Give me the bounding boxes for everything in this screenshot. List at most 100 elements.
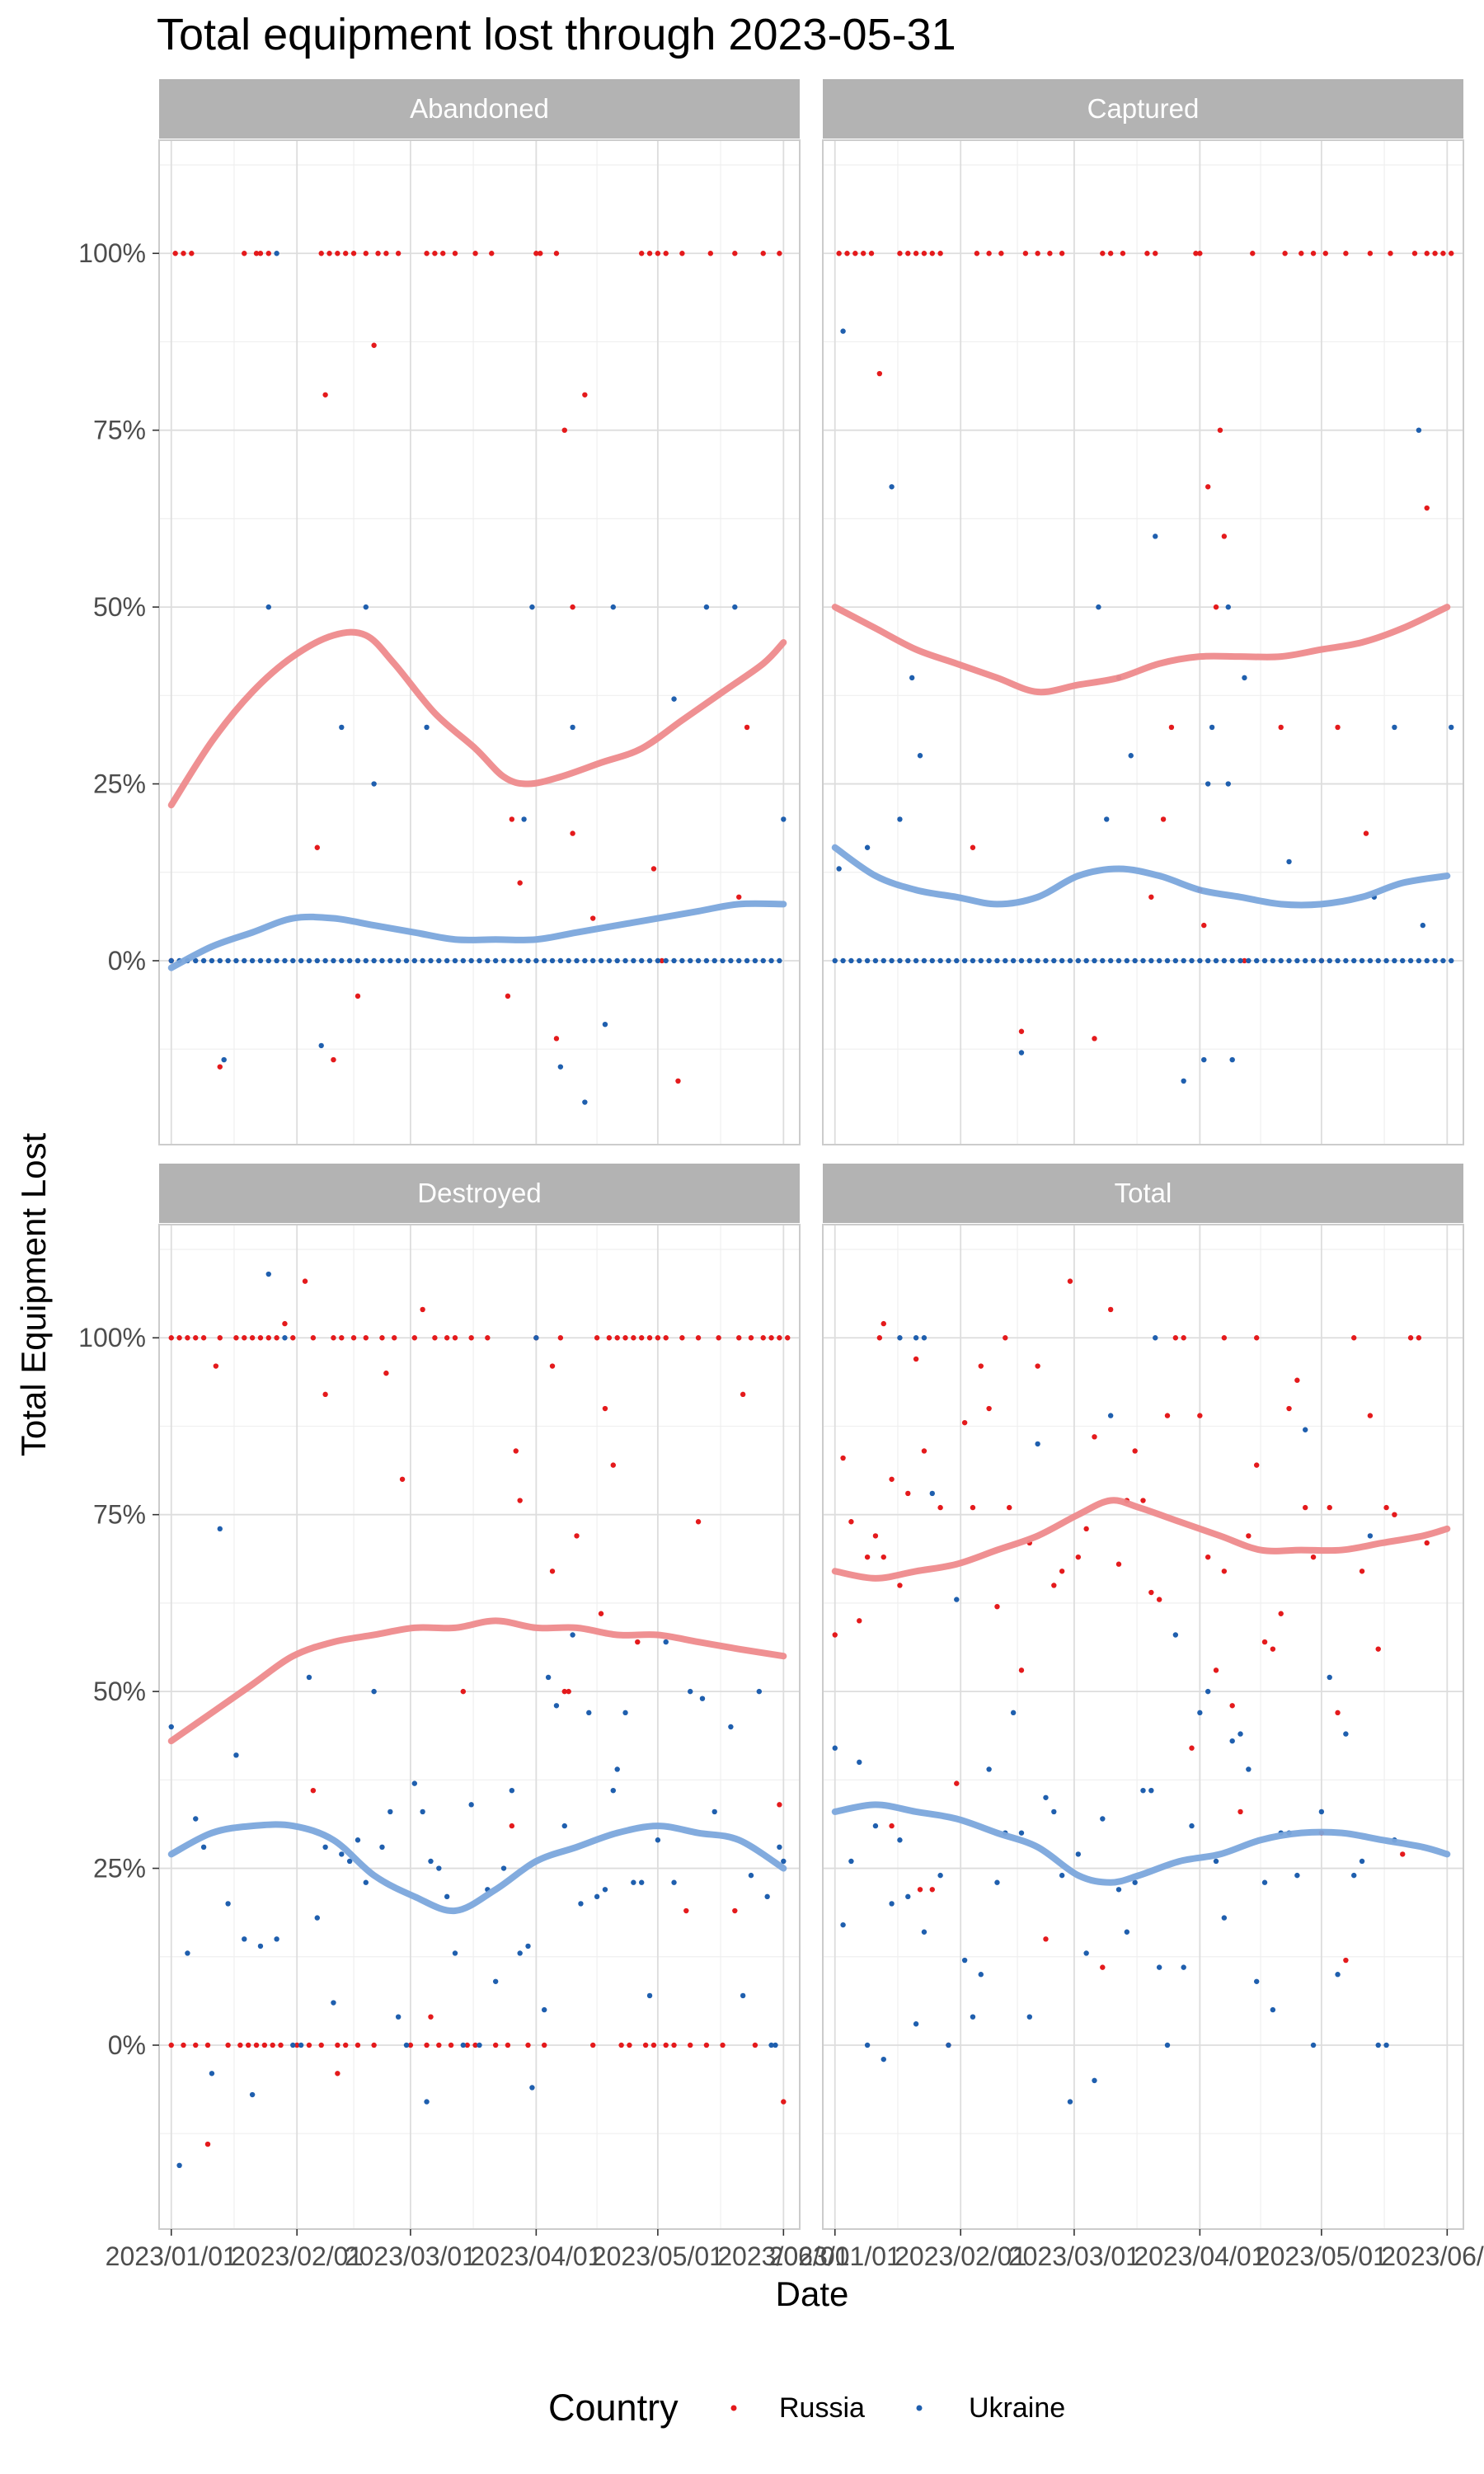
point-ukraine (1335, 1972, 1341, 1978)
point-ukraine (832, 957, 838, 964)
point-russia (1100, 251, 1106, 256)
point-ukraine (663, 957, 669, 964)
point-ukraine (840, 328, 846, 334)
point-ukraine (970, 2014, 976, 2020)
x-tick-label: 2023/02/01 (231, 2241, 363, 2271)
point-ukraine (460, 957, 467, 964)
point-ukraine (1225, 604, 1231, 610)
panel-border (158, 1224, 801, 2230)
point-russia (777, 1802, 782, 1808)
points-total (832, 1278, 1430, 2105)
point-russia (1168, 724, 1175, 731)
point-ukraine (1383, 957, 1389, 964)
point-ukraine (905, 957, 911, 964)
point-ukraine (994, 957, 1000, 964)
point-ukraine (545, 1674, 552, 1681)
point-ukraine (1026, 957, 1033, 964)
point-ukraine (1343, 1731, 1349, 1737)
point-russia (1181, 1335, 1186, 1341)
point-ukraine (339, 957, 345, 964)
point-ukraine (1092, 2077, 1097, 2084)
point-ukraine (970, 957, 976, 964)
point-ukraine (777, 957, 782, 964)
point-ukraine (978, 1972, 984, 1978)
point-ukraine (1124, 957, 1130, 964)
x-tick-label: 2023/01/01 (769, 2241, 901, 2271)
legend-russia-dot (730, 2405, 737, 2411)
point-russia (777, 1335, 782, 1341)
point-russia (1156, 1597, 1162, 1602)
point-russia (432, 251, 438, 256)
point-ukraine (781, 816, 787, 822)
point-russia (1107, 1306, 1114, 1313)
point-russia (265, 251, 271, 256)
point-russia (270, 2042, 275, 2048)
point-russia (732, 251, 738, 256)
point-russia (395, 251, 402, 256)
point-ukraine (1432, 957, 1438, 964)
legend-russia-label: Russia (779, 2392, 865, 2424)
points-abandoned (168, 251, 787, 1105)
point-russia (1132, 1448, 1138, 1454)
point-russia (375, 251, 381, 256)
point-ukraine (1043, 1794, 1049, 1800)
point-ukraine (740, 1992, 746, 1999)
panel-border (822, 1224, 1464, 2230)
x-tick-label: 2023/05/01 (592, 2241, 724, 2271)
point-ukraine (703, 957, 710, 964)
point-russia (1140, 1498, 1146, 1503)
point-ukraine (594, 1893, 600, 1900)
gridlines-abandoned (159, 140, 800, 1145)
point-russia (561, 1688, 567, 1695)
point-ukraine (428, 957, 434, 964)
point-ukraine (363, 604, 369, 610)
point-ukraine (736, 957, 742, 964)
point-ukraine (773, 2042, 778, 2048)
point-ukraine (671, 696, 677, 702)
point-ukraine (1026, 2014, 1033, 2020)
point-russia (533, 251, 539, 256)
point-russia (610, 1462, 616, 1468)
point-russia (1351, 1335, 1357, 1341)
point-ukraine (265, 1271, 271, 1277)
point-russia (306, 2042, 312, 2048)
point-russia (650, 866, 657, 872)
point-ukraine (1043, 957, 1049, 964)
point-russia (872, 1533, 879, 1539)
point-ukraine (1083, 1950, 1089, 1956)
point-ukraine (732, 604, 738, 610)
point-russia (663, 1335, 669, 1341)
point-russia (574, 1533, 580, 1539)
point-russia (1189, 1745, 1195, 1751)
point-ukraine (986, 957, 992, 964)
point-russia (1416, 1335, 1422, 1341)
point-ukraine (610, 604, 616, 610)
point-ukraine (1318, 957, 1325, 964)
point-ukraine (521, 816, 527, 822)
point-ukraine (1096, 604, 1101, 610)
point-russia (318, 251, 324, 256)
point-ukraine (872, 957, 879, 964)
point-russia (768, 1335, 774, 1341)
point-ukraine (1359, 957, 1365, 964)
chart-title: Total equipment lost through 2023-05-31 (157, 10, 956, 59)
point-ukraine (371, 957, 377, 964)
point-ukraine (1310, 957, 1317, 964)
point-russia (1411, 251, 1418, 256)
point-russia (986, 251, 992, 256)
point-russia (1237, 1808, 1243, 1815)
point-ukraine (840, 957, 846, 964)
point-russia (392, 1335, 397, 1341)
y-tick-label: 25% (93, 769, 146, 799)
point-russia (335, 2071, 340, 2077)
point-russia (998, 251, 1004, 256)
point-russia (679, 1335, 685, 1341)
point-russia (1035, 1363, 1040, 1369)
point-russia (736, 1335, 742, 1341)
point-ukraine (221, 1056, 227, 1063)
smooth-line-ukraine (831, 844, 1451, 909)
point-russia (752, 2042, 758, 2048)
legend: Country Russia Ukraine (548, 2387, 1065, 2429)
point-ukraine (614, 957, 620, 964)
point-russia (582, 392, 588, 397)
